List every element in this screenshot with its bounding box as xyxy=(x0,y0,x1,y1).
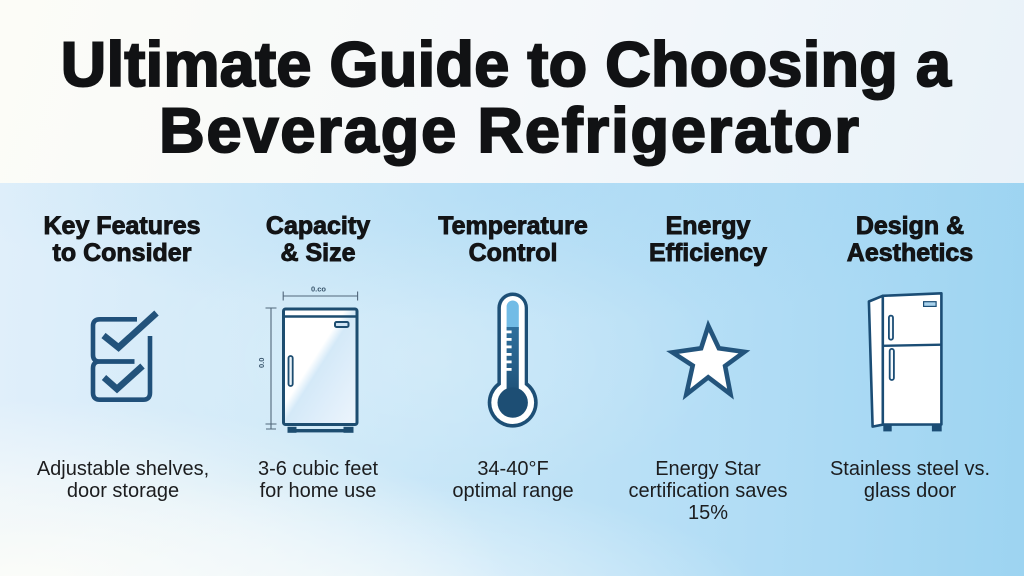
svg-text:0.0: 0.0 xyxy=(257,358,266,368)
svg-text:0.co: 0.co xyxy=(311,285,326,294)
